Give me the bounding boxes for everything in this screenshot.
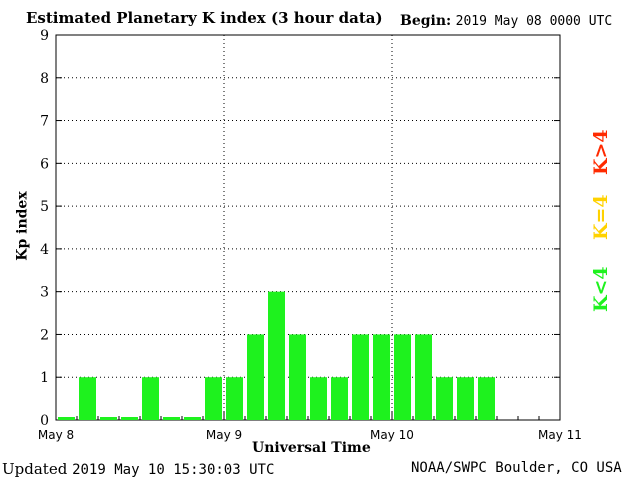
x-tick-label: May 9 (206, 428, 242, 442)
kp-bar (268, 291, 285, 420)
kp-bar (226, 377, 243, 420)
x-tick-label: May 10 (370, 428, 414, 442)
kp-bar (121, 417, 138, 420)
updated-label: Updated (2, 460, 68, 478)
kp-bar (58, 417, 75, 420)
y-tick-label: 7 (40, 114, 49, 130)
kp-bar (142, 377, 159, 420)
x-axis-label: Universal Time (252, 440, 371, 456)
kp-bar (373, 334, 390, 420)
kp-bar (394, 334, 411, 420)
y-tick-label: 3 (40, 285, 49, 301)
legend-k-equal-4: K=4 (590, 194, 612, 240)
kp-bar (415, 334, 432, 420)
y-tick-label: 2 (40, 327, 49, 343)
y-axis-label: Kp index (14, 191, 31, 261)
plot-frame (55, 34, 561, 421)
kp-bar (331, 377, 348, 420)
kp-bar (163, 417, 180, 420)
y-tick-label: 4 (40, 242, 49, 258)
kp-bar (100, 417, 117, 420)
y-tick-label: 8 (40, 71, 49, 87)
y-tick-label: 5 (40, 199, 49, 215)
begin-value: 2019 May 08 0000 UTC (455, 14, 613, 29)
legend-k-above-4: K>4 (590, 129, 612, 175)
begin-label: Begin: (400, 13, 452, 29)
kp-bar (184, 417, 201, 420)
kp-bar (352, 334, 369, 420)
y-tick-label: 6 (40, 156, 49, 172)
kp-bar (310, 377, 327, 420)
y-tick-label: 0 (40, 413, 49, 429)
kp-bar (247, 334, 264, 420)
source-credit: NOAA/SWPC Boulder, CO USA (411, 460, 622, 476)
updated-value: 2019 May 10 15:30:03 UTC (72, 462, 275, 478)
y-tick-label: 9 (40, 28, 49, 44)
kp-bar (436, 377, 453, 420)
y-tick-label: 1 (40, 370, 49, 386)
x-tick-label: May 8 (38, 428, 74, 442)
updated-timestamp: Updated 2019 May 10 15:30:03 UTC (2, 460, 274, 478)
kp-bar (205, 377, 222, 420)
kp-bar (79, 377, 96, 420)
kp-bar (478, 377, 495, 420)
kp-bar (289, 334, 306, 420)
begin-time: Begin: 2019 May 08 0000 UTC (400, 13, 612, 29)
kp-bar (457, 377, 474, 420)
chart-title: Estimated Planetary K index (3 hour data… (26, 9, 383, 27)
x-tick-label: May 11 (538, 428, 582, 442)
legend-k-below-4: K<4 (590, 266, 612, 312)
